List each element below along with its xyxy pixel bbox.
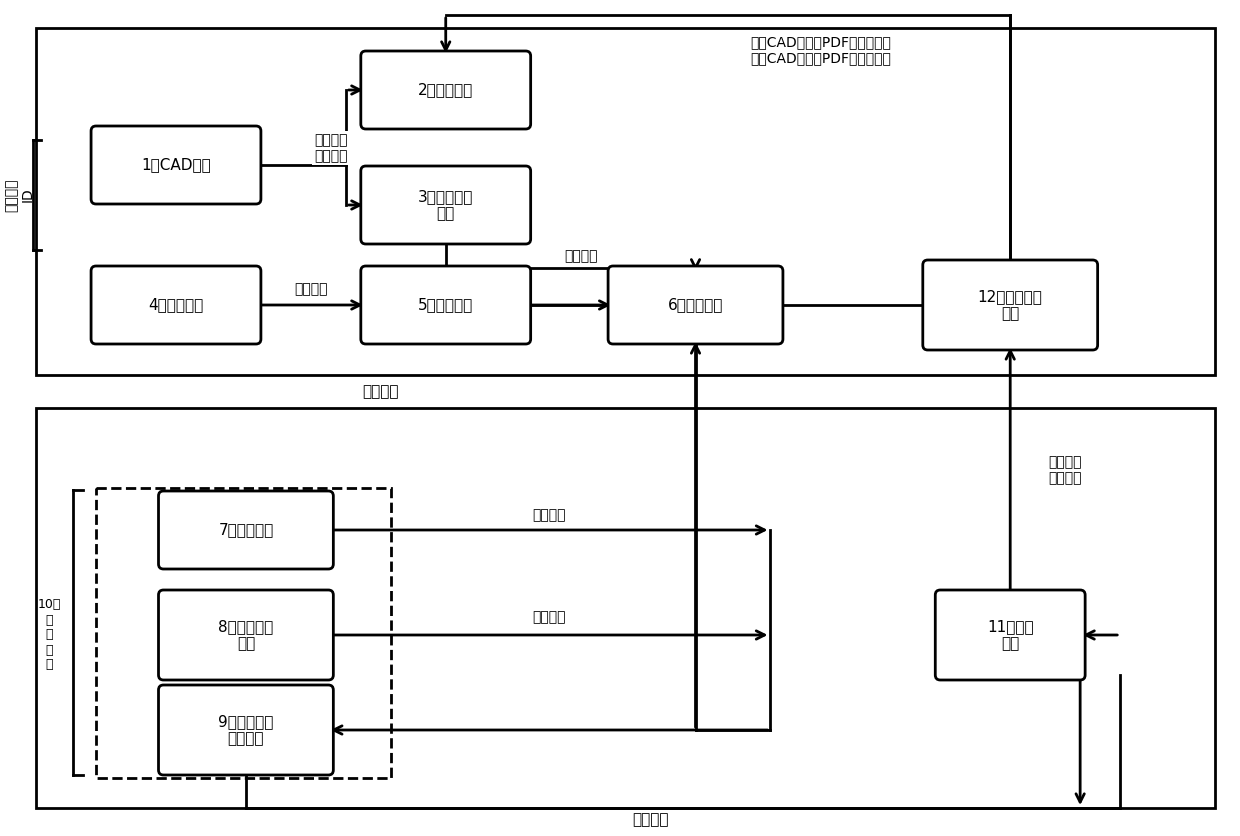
Text: 尺寸匹配: 尺寸匹配 bbox=[362, 385, 399, 400]
Text: 6、编号报告: 6、编号报告 bbox=[668, 298, 723, 313]
Text: 报告导入: 报告导入 bbox=[564, 249, 598, 263]
Text: 尺寸编号
快速编号: 尺寸编号 快速编号 bbox=[314, 133, 347, 163]
FancyBboxPatch shape bbox=[91, 266, 260, 344]
Text: 程序运行: 程序运行 bbox=[632, 813, 668, 828]
Text: 3、编号数据
文件: 3、编号数据 文件 bbox=[418, 189, 474, 222]
Text: 8、尺寸输出
特征: 8、尺寸输出 特征 bbox=[218, 619, 274, 651]
Text: 7、检测特征: 7、检测特征 bbox=[218, 522, 274, 538]
Bar bbox=[36, 408, 1215, 808]
FancyBboxPatch shape bbox=[923, 260, 1097, 350]
Text: 关联CAD、关联PDF、关联特征
查询CAD、查询PDF、查询特征: 关联CAD、关联PDF、关联特征 查询CAD、查询PDF、查询特征 bbox=[750, 35, 890, 65]
FancyBboxPatch shape bbox=[159, 685, 334, 775]
FancyBboxPatch shape bbox=[608, 266, 782, 344]
Text: 1、CAD图纸: 1、CAD图纸 bbox=[141, 157, 211, 172]
Text: 联合输出: 联合输出 bbox=[532, 610, 565, 624]
FancyBboxPatch shape bbox=[159, 491, 334, 569]
Bar bbox=[95, 488, 391, 778]
Text: 9、编号数据
提取程序: 9、编号数据 提取程序 bbox=[218, 714, 274, 747]
Bar bbox=[36, 28, 1215, 375]
Text: 4、报告模板: 4、报告模板 bbox=[149, 298, 203, 313]
Text: 输出范围: 输出范围 bbox=[532, 508, 565, 522]
Text: 导入编号
导入数据: 导入编号 导入数据 bbox=[1048, 455, 1083, 485]
FancyBboxPatch shape bbox=[91, 126, 260, 204]
FancyBboxPatch shape bbox=[935, 590, 1085, 680]
Text: 2、编号图纸: 2、编号图纸 bbox=[418, 83, 474, 98]
Text: 10、
测
量
程
序: 10、 测 量 程 序 bbox=[37, 599, 61, 671]
FancyBboxPatch shape bbox=[361, 51, 531, 129]
Text: 12、尺寸检测
报告: 12、尺寸检测 报告 bbox=[978, 288, 1043, 321]
Text: 标注当前
ID: 标注当前 ID bbox=[4, 178, 35, 212]
Text: 新建报告: 新建报告 bbox=[294, 282, 327, 296]
FancyBboxPatch shape bbox=[361, 266, 531, 344]
Text: 5、空白报告: 5、空白报告 bbox=[418, 298, 474, 313]
FancyBboxPatch shape bbox=[159, 590, 334, 680]
Text: 11、测量
报告: 11、测量 报告 bbox=[987, 619, 1033, 651]
FancyBboxPatch shape bbox=[361, 166, 531, 244]
